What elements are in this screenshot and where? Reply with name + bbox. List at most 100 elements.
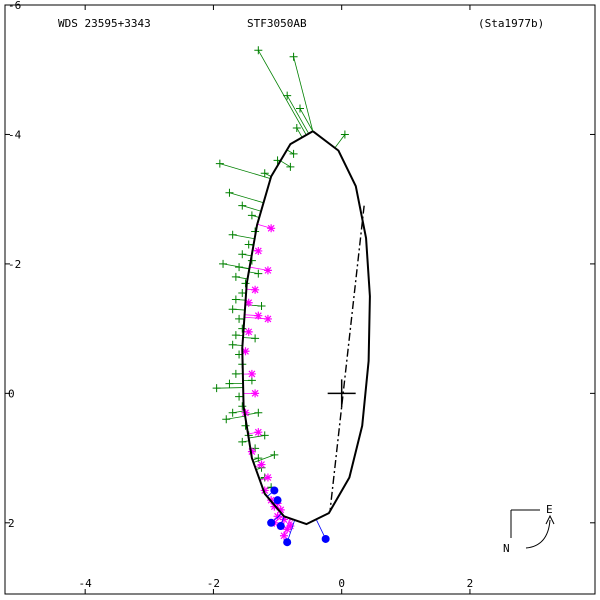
visual-point-residual	[229, 192, 264, 204]
micrometer-point	[270, 502, 279, 511]
micrometer-point	[260, 486, 269, 495]
visual-point-residual	[286, 149, 294, 155]
micrometer-point	[283, 525, 292, 534]
wds-label: WDS 23595+3343	[58, 17, 151, 30]
micrometer-point	[276, 505, 285, 514]
micrometer-point	[257, 460, 266, 469]
visual-point-residual	[296, 127, 303, 138]
visual-point	[212, 384, 221, 393]
visual-point	[247, 211, 256, 220]
plot-frame	[4, 4, 596, 595]
micrometer-point	[254, 311, 263, 320]
visual-point	[257, 301, 266, 310]
visual-point	[231, 272, 240, 281]
visual-point	[283, 91, 292, 100]
visual-point	[228, 305, 237, 314]
star-name-label: STF3050AB	[247, 17, 307, 30]
visual-point-residual	[264, 172, 272, 177]
compass-north-label: N	[503, 542, 510, 555]
visual-point	[244, 240, 253, 249]
interferometric-point	[270, 486, 279, 495]
visual-point	[260, 431, 269, 440]
y-tick-label: -4	[8, 128, 22, 141]
interferometric-point	[267, 518, 276, 527]
compass-east-label: E	[546, 503, 553, 516]
micrometer-point	[244, 327, 253, 336]
interferometric-point	[283, 538, 292, 547]
x-tick-label: 2	[467, 577, 474, 590]
micrometer-point	[279, 515, 288, 524]
visual-point	[228, 230, 237, 239]
orbit-layer	[241, 130, 371, 526]
visual-point	[238, 250, 247, 259]
line-of-nodes	[329, 205, 365, 510]
visual-point-residual	[334, 134, 346, 149]
visual-point-residual	[286, 95, 310, 134]
visual-point	[340, 130, 349, 139]
compass: E N	[503, 503, 555, 555]
visual-point	[251, 334, 260, 343]
visual-point	[225, 379, 234, 388]
visual-point	[222, 415, 231, 424]
visual-point-residual	[299, 108, 314, 132]
micrometer-point-residual	[257, 223, 272, 229]
visual-point	[235, 314, 244, 323]
visual-point	[231, 331, 240, 340]
visual-point-residual	[257, 50, 307, 136]
visual-point	[296, 104, 304, 113]
visual-point	[215, 159, 224, 168]
micrometer-point	[251, 389, 260, 398]
micrometer-point	[267, 224, 276, 233]
visual-point	[254, 408, 263, 417]
visual-point	[289, 52, 298, 61]
interferometric-point	[273, 496, 282, 505]
visual-point	[231, 295, 240, 304]
visual-point-residual	[222, 263, 250, 270]
axis-ticks: -4 -2 0 2 2 0 -2 -4 -6	[5, 0, 595, 594]
micrometer-point	[241, 347, 250, 356]
visual-point	[225, 188, 234, 197]
visual-point	[238, 201, 247, 210]
compass-arrowhead-icon	[545, 514, 555, 525]
micrometer-point	[273, 512, 282, 521]
visual-point	[241, 279, 250, 288]
visual-point	[228, 340, 237, 349]
visual-point	[228, 408, 237, 417]
visual-point-residual	[280, 160, 291, 168]
visual-point	[270, 450, 279, 459]
micrometer-point	[279, 531, 288, 540]
x-tick-label: -4	[79, 577, 93, 590]
micrometer-point	[286, 522, 295, 531]
micrometer-point	[263, 266, 272, 275]
visual-point	[260, 169, 269, 178]
visual-point-residual	[242, 205, 262, 212]
visual-point	[292, 123, 301, 132]
compass-arrow-icon	[525, 519, 551, 549]
primary-star-marker	[327, 379, 356, 408]
visual-point-residual	[232, 234, 255, 240]
visual-point	[254, 46, 263, 55]
visual-point	[254, 269, 263, 278]
interferometric-point	[321, 534, 330, 543]
y-tick-label: -2	[8, 258, 21, 271]
visual-point-residual	[253, 454, 275, 463]
interferometric-point	[276, 522, 285, 531]
reference-label: (Sta1977b)	[478, 17, 544, 30]
visual-point-residual	[219, 163, 271, 179]
visual-point	[238, 437, 247, 446]
visual-point	[238, 402, 247, 411]
y-tick-label: -6	[8, 0, 21, 12]
micrometer-point	[247, 369, 256, 378]
visual-point	[289, 149, 298, 158]
micrometer-point	[254, 428, 263, 437]
visual-point	[238, 289, 247, 298]
micrometer-point	[263, 314, 272, 323]
micrometer-point	[247, 447, 256, 456]
x-tick-label: -2	[207, 577, 220, 590]
micrometer-point	[251, 285, 260, 294]
micrometer-point-residual	[283, 518, 291, 536]
y-tick-label: 0	[8, 387, 15, 400]
visual-point	[231, 369, 240, 378]
visual-point-residual	[293, 56, 314, 132]
y-tick-label: 2	[8, 517, 15, 530]
